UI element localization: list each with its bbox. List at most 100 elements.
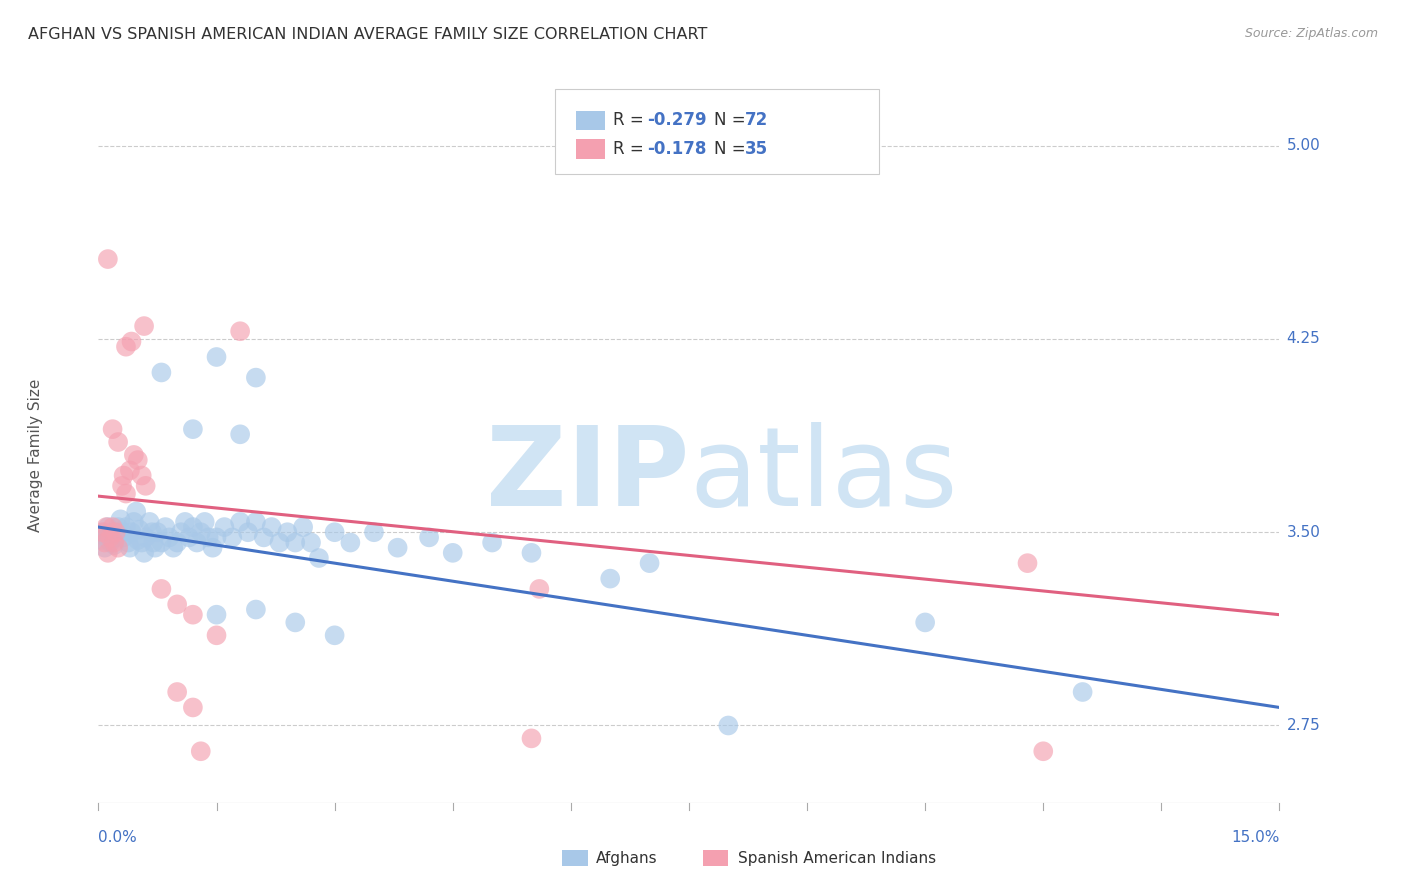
- Point: [181, 700, 204, 714]
- Text: -0.279: -0.279: [647, 112, 706, 129]
- Point: [205, 607, 228, 622]
- Point: [141, 525, 163, 540]
- Point: [481, 535, 503, 549]
- Point: [104, 530, 127, 544]
- Point: [93, 541, 115, 555]
- Point: [91, 533, 114, 547]
- Point: [125, 505, 148, 519]
- Point: [135, 530, 157, 544]
- Text: 3.50: 3.50: [1286, 524, 1320, 540]
- Point: [157, 530, 180, 544]
- Text: 72: 72: [745, 112, 769, 129]
- Point: [214, 520, 236, 534]
- Point: [135, 479, 157, 493]
- Point: [194, 515, 217, 529]
- Point: [299, 535, 322, 549]
- Point: [520, 546, 543, 560]
- Text: Average Family Size: Average Family Size: [28, 378, 42, 532]
- Text: AFGHAN VS SPANISH AMERICAN INDIAN AVERAGE FAMILY SIZE CORRELATION CHART: AFGHAN VS SPANISH AMERICAN INDIAN AVERAG…: [28, 27, 707, 42]
- Point: [122, 448, 145, 462]
- Point: [181, 607, 204, 622]
- Point: [181, 422, 204, 436]
- Point: [115, 520, 138, 534]
- Point: [638, 556, 661, 570]
- Text: Spanish American Indians: Spanish American Indians: [738, 851, 936, 865]
- Point: [103, 538, 125, 552]
- Point: [529, 582, 551, 596]
- Point: [107, 520, 129, 534]
- Point: [104, 525, 127, 540]
- Point: [170, 525, 193, 540]
- Point: [96, 530, 118, 544]
- Point: [197, 530, 219, 544]
- Point: [143, 541, 166, 555]
- Point: [97, 520, 120, 534]
- Point: [146, 525, 169, 540]
- Text: -0.178: -0.178: [647, 140, 706, 158]
- Point: [101, 525, 124, 540]
- Point: [107, 541, 129, 555]
- Point: [914, 615, 936, 630]
- Text: R =: R =: [613, 112, 650, 129]
- Point: [98, 535, 121, 549]
- Point: [181, 520, 204, 534]
- Point: [93, 535, 115, 549]
- Point: [93, 525, 115, 540]
- Point: [245, 370, 267, 384]
- Point: [186, 535, 208, 549]
- Text: R =: R =: [613, 140, 650, 158]
- Point: [269, 535, 291, 549]
- Point: [155, 520, 177, 534]
- Point: [117, 535, 139, 549]
- Point: [229, 515, 252, 529]
- Point: [132, 546, 155, 560]
- Point: [127, 533, 149, 547]
- Text: ZIP: ZIP: [485, 422, 689, 529]
- Text: 35: 35: [745, 140, 768, 158]
- Text: N =: N =: [714, 140, 751, 158]
- Point: [284, 615, 307, 630]
- Point: [201, 541, 224, 555]
- Point: [260, 520, 283, 534]
- Text: N =: N =: [714, 112, 751, 129]
- Point: [112, 530, 135, 544]
- Point: [174, 515, 197, 529]
- Point: [308, 551, 330, 566]
- Point: [166, 598, 188, 612]
- Point: [1071, 685, 1094, 699]
- Point: [115, 340, 138, 354]
- Point: [205, 530, 228, 544]
- Point: [96, 520, 118, 534]
- Point: [101, 422, 124, 436]
- Text: 0.0%: 0.0%: [98, 830, 138, 845]
- Point: [284, 535, 307, 549]
- Point: [162, 541, 184, 555]
- Point: [132, 319, 155, 334]
- Point: [115, 486, 138, 500]
- Point: [128, 523, 150, 537]
- Point: [107, 435, 129, 450]
- Point: [229, 324, 252, 338]
- Point: [520, 731, 543, 746]
- Point: [111, 479, 134, 493]
- Point: [229, 427, 252, 442]
- Point: [122, 515, 145, 529]
- Point: [190, 525, 212, 540]
- Text: 15.0%: 15.0%: [1232, 830, 1279, 845]
- Point: [292, 520, 315, 534]
- Point: [150, 535, 173, 549]
- Point: [599, 572, 621, 586]
- Text: 5.00: 5.00: [1286, 138, 1320, 153]
- Point: [276, 525, 298, 540]
- Point: [205, 628, 228, 642]
- Point: [1017, 556, 1039, 570]
- Point: [121, 525, 143, 540]
- Point: [221, 530, 243, 544]
- Point: [418, 530, 440, 544]
- Point: [166, 685, 188, 699]
- Point: [97, 252, 120, 266]
- Point: [91, 525, 114, 540]
- Point: [387, 541, 409, 555]
- Point: [177, 530, 200, 544]
- Point: [97, 546, 120, 560]
